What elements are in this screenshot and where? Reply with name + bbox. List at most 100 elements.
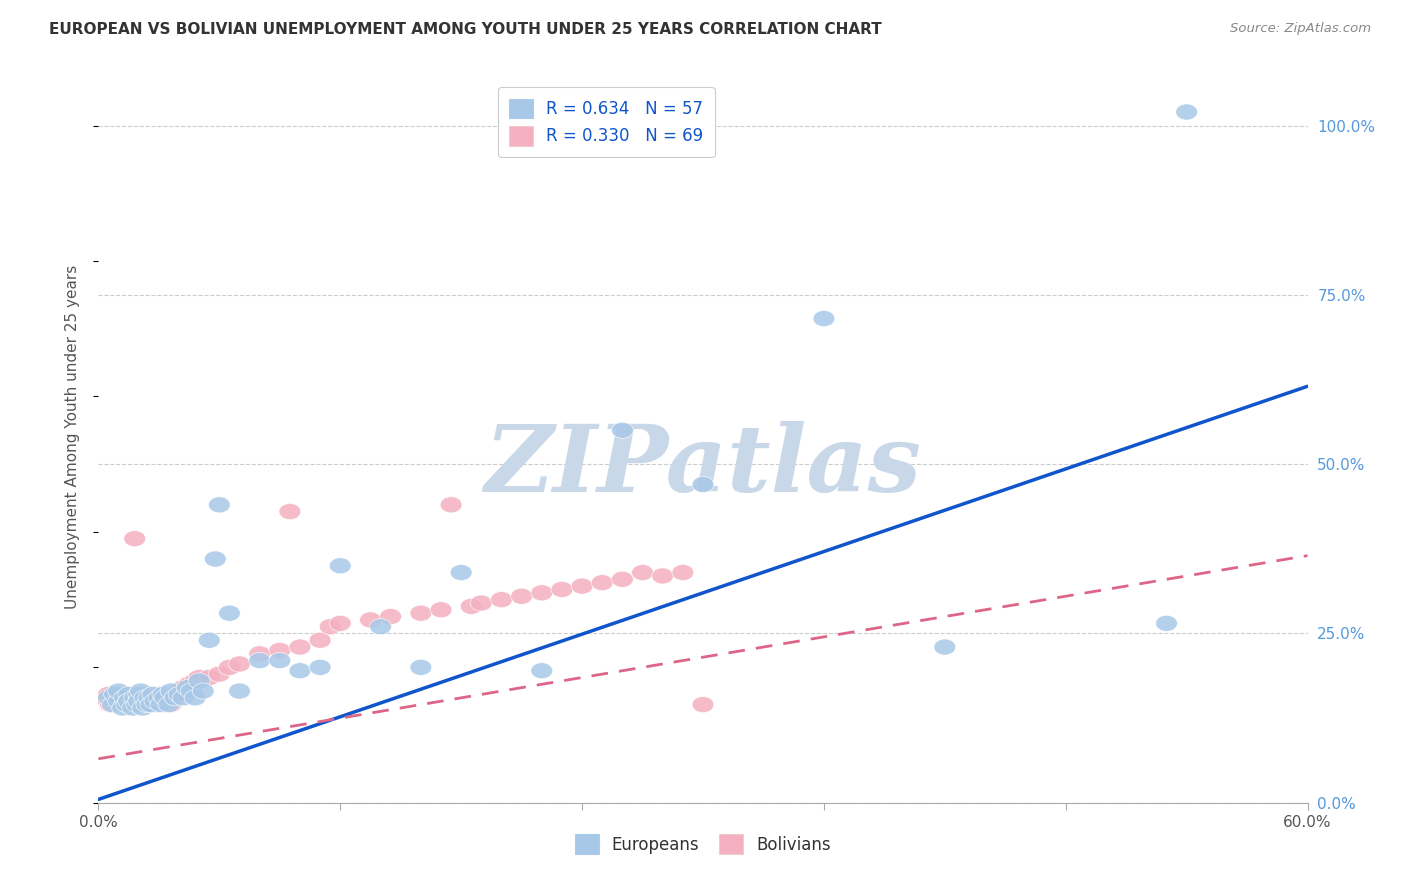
Ellipse shape [118, 686, 139, 703]
Ellipse shape [134, 697, 156, 713]
Ellipse shape [125, 697, 148, 713]
Ellipse shape [115, 697, 138, 713]
Ellipse shape [269, 642, 291, 658]
Ellipse shape [129, 683, 152, 699]
Ellipse shape [128, 693, 149, 709]
Ellipse shape [184, 673, 207, 689]
Ellipse shape [176, 680, 198, 696]
Ellipse shape [155, 690, 176, 706]
Ellipse shape [813, 310, 835, 326]
Ellipse shape [104, 686, 125, 703]
Ellipse shape [188, 670, 209, 686]
Ellipse shape [309, 659, 330, 675]
Ellipse shape [120, 690, 142, 706]
Ellipse shape [510, 588, 533, 604]
Ellipse shape [104, 693, 125, 709]
Ellipse shape [1156, 615, 1177, 632]
Text: EUROPEAN VS BOLIVIAN UNEMPLOYMENT AMONG YOUTH UNDER 25 YEARS CORRELATION CHART: EUROPEAN VS BOLIVIAN UNEMPLOYMENT AMONG … [49, 22, 882, 37]
Ellipse shape [180, 683, 202, 699]
Ellipse shape [105, 690, 128, 706]
Ellipse shape [114, 697, 135, 713]
Ellipse shape [108, 686, 129, 703]
Ellipse shape [118, 693, 139, 709]
Ellipse shape [136, 690, 157, 706]
Ellipse shape [118, 686, 139, 703]
Ellipse shape [148, 690, 170, 706]
Ellipse shape [152, 690, 174, 706]
Ellipse shape [97, 686, 120, 703]
Ellipse shape [592, 574, 613, 591]
Text: Source: ZipAtlas.com: Source: ZipAtlas.com [1230, 22, 1371, 36]
Ellipse shape [157, 697, 180, 713]
Ellipse shape [218, 605, 240, 621]
Ellipse shape [134, 690, 156, 706]
Ellipse shape [450, 565, 472, 581]
Ellipse shape [114, 690, 135, 706]
Ellipse shape [108, 693, 129, 709]
Ellipse shape [309, 632, 330, 648]
Ellipse shape [290, 639, 311, 655]
Ellipse shape [124, 531, 146, 547]
Ellipse shape [208, 497, 231, 513]
Ellipse shape [125, 693, 148, 709]
Ellipse shape [411, 659, 432, 675]
Ellipse shape [290, 663, 311, 679]
Ellipse shape [156, 690, 177, 706]
Ellipse shape [193, 683, 214, 699]
Ellipse shape [218, 659, 240, 675]
Ellipse shape [141, 697, 162, 713]
Ellipse shape [111, 697, 134, 713]
Ellipse shape [411, 605, 432, 621]
Ellipse shape [122, 697, 143, 713]
Ellipse shape [97, 690, 120, 706]
Ellipse shape [94, 690, 115, 706]
Ellipse shape [110, 690, 132, 706]
Ellipse shape [692, 476, 714, 492]
Ellipse shape [934, 639, 956, 655]
Ellipse shape [188, 673, 209, 689]
Ellipse shape [108, 683, 129, 699]
Ellipse shape [172, 680, 194, 696]
Ellipse shape [101, 697, 124, 713]
Ellipse shape [115, 690, 138, 706]
Ellipse shape [329, 558, 352, 574]
Ellipse shape [148, 686, 170, 703]
Ellipse shape [100, 697, 121, 713]
Ellipse shape [531, 585, 553, 601]
Ellipse shape [160, 683, 181, 699]
Ellipse shape [142, 690, 163, 706]
Ellipse shape [111, 700, 134, 716]
Ellipse shape [108, 697, 129, 713]
Ellipse shape [319, 619, 342, 635]
Y-axis label: Unemployment Among Youth under 25 years: Unemployment Among Youth under 25 years [65, 265, 80, 609]
Ellipse shape [269, 653, 291, 669]
Ellipse shape [1175, 104, 1198, 120]
Ellipse shape [184, 690, 207, 706]
Ellipse shape [124, 690, 146, 706]
Ellipse shape [172, 690, 194, 706]
Ellipse shape [551, 582, 572, 598]
Ellipse shape [122, 700, 143, 716]
Ellipse shape [360, 612, 381, 628]
Ellipse shape [129, 686, 152, 703]
Ellipse shape [136, 697, 157, 713]
Ellipse shape [491, 591, 512, 607]
Ellipse shape [138, 690, 160, 706]
Ellipse shape [329, 615, 352, 632]
Ellipse shape [165, 686, 186, 703]
Ellipse shape [165, 690, 186, 706]
Ellipse shape [380, 608, 402, 624]
Ellipse shape [249, 646, 270, 662]
Ellipse shape [160, 697, 181, 713]
Ellipse shape [198, 670, 221, 686]
Ellipse shape [631, 565, 654, 581]
Ellipse shape [278, 503, 301, 520]
Ellipse shape [138, 686, 160, 703]
Ellipse shape [143, 693, 166, 709]
Ellipse shape [198, 632, 221, 648]
Ellipse shape [132, 700, 153, 716]
Ellipse shape [460, 599, 482, 615]
Ellipse shape [612, 422, 633, 438]
Ellipse shape [204, 551, 226, 567]
Ellipse shape [370, 619, 391, 635]
